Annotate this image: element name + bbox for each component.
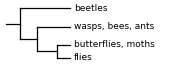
Text: beetles: beetles xyxy=(74,4,107,13)
Text: wasps, bees, ants: wasps, bees, ants xyxy=(74,22,154,31)
Text: butterflies, moths: butterflies, moths xyxy=(74,40,154,49)
Text: flies: flies xyxy=(74,53,92,62)
